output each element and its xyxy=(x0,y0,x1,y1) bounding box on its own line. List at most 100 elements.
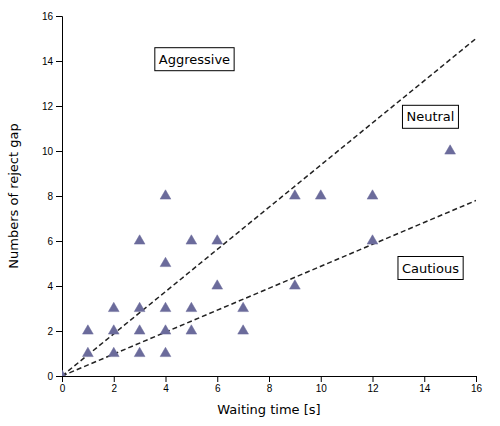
annotation-box xyxy=(402,105,458,128)
tick: 16 xyxy=(471,376,483,394)
tick-mark xyxy=(269,376,270,382)
tick: 14 xyxy=(42,56,62,67)
point xyxy=(186,302,197,311)
tick-label: 2 xyxy=(111,383,117,394)
tick-label: 6 xyxy=(215,383,221,394)
tick-label: 12 xyxy=(42,101,54,112)
point xyxy=(83,325,94,334)
tick-label: 8 xyxy=(267,383,273,394)
tick: 4 xyxy=(163,376,169,394)
axis-line xyxy=(56,17,63,377)
x-axis-title: Waiting time [s] xyxy=(217,402,320,417)
tick-mark xyxy=(56,241,62,242)
line xyxy=(62,39,476,377)
point xyxy=(445,145,456,154)
tick-mark xyxy=(56,376,62,377)
tick: 10 xyxy=(316,376,328,394)
point xyxy=(367,190,378,199)
tick-mark xyxy=(166,376,167,382)
chart: 0 2 4 6 8 10 12 14 16 0 2 4 6 8 10 12 14 16 Aggressive Neut… xyxy=(0,0,500,426)
tick-label: 8 xyxy=(47,191,53,202)
point xyxy=(160,347,171,356)
tick-mark xyxy=(56,151,62,152)
tick: 6 xyxy=(47,236,62,247)
tick-mark xyxy=(56,196,62,197)
point xyxy=(290,190,301,199)
y-axis-title: Numbers of reject gap xyxy=(6,123,21,268)
annotation: Aggressive xyxy=(155,48,234,71)
tick-label: 6 xyxy=(47,236,53,247)
tick-label: 2 xyxy=(47,326,53,337)
annotation: Neutral xyxy=(402,105,458,128)
point xyxy=(212,235,223,244)
tick-mark xyxy=(56,286,62,287)
marks xyxy=(62,39,476,377)
point xyxy=(134,302,145,311)
tick: 8 xyxy=(47,191,62,202)
annotation-box xyxy=(155,48,234,71)
annotation: Cautious xyxy=(398,257,463,280)
tick: 2 xyxy=(47,326,62,337)
tick: 12 xyxy=(42,101,62,112)
tick: 0 xyxy=(60,376,66,394)
tick-mark xyxy=(217,376,218,382)
tick-label: 4 xyxy=(47,281,53,292)
tick-label: 16 xyxy=(471,383,483,394)
point xyxy=(134,347,145,356)
tick: 16 xyxy=(42,11,62,22)
annotation-text: Cautious xyxy=(402,261,459,276)
tick: 8 xyxy=(267,376,273,394)
tick-label: 4 xyxy=(163,383,169,394)
annotation-text: Aggressive xyxy=(159,52,230,67)
tick-label: 10 xyxy=(316,383,328,394)
point xyxy=(160,302,171,311)
axis-line xyxy=(63,377,477,383)
point xyxy=(186,235,197,244)
tick-label: 12 xyxy=(367,383,379,394)
tick-mark xyxy=(56,16,62,17)
annotation-box xyxy=(398,257,463,280)
point xyxy=(108,325,119,334)
point xyxy=(238,302,249,311)
tick-label: 10 xyxy=(42,146,54,157)
annotation-text: Neutral xyxy=(406,109,454,124)
tick-label: 16 xyxy=(42,11,54,22)
tick-mark xyxy=(476,376,477,382)
tick: 10 xyxy=(42,146,62,157)
tick-label: 0 xyxy=(47,371,53,382)
point xyxy=(212,280,223,289)
plot: 0 2 4 6 8 10 12 14 16 0 2 4 6 8 10 12 14 16 Aggressive Neut… xyxy=(42,11,483,394)
point xyxy=(108,302,119,311)
tick-label: 0 xyxy=(60,383,66,394)
tick: 6 xyxy=(215,376,221,394)
tick-mark xyxy=(56,331,62,332)
point xyxy=(367,235,378,244)
tick-mark xyxy=(56,106,62,107)
point xyxy=(290,280,301,289)
point xyxy=(83,347,94,356)
point xyxy=(160,190,171,199)
point xyxy=(160,257,171,266)
point xyxy=(315,190,326,199)
tick: 12 xyxy=(367,376,379,394)
point xyxy=(134,235,145,244)
point xyxy=(108,347,119,356)
point xyxy=(160,325,171,334)
tick: 14 xyxy=(419,376,431,394)
tick-mark xyxy=(424,376,425,382)
tick-mark xyxy=(321,376,322,382)
tick-label: 14 xyxy=(419,383,431,394)
annotations: Aggressive Neutral Cautious xyxy=(155,48,463,280)
point xyxy=(238,325,249,334)
y-axis: 0 2 4 6 8 10 12 14 16 xyxy=(42,11,63,382)
tick: 4 xyxy=(47,281,62,292)
point xyxy=(62,370,67,376)
tick-mark xyxy=(114,376,115,382)
point xyxy=(186,325,197,334)
point xyxy=(134,325,145,334)
tick: 2 xyxy=(111,376,117,394)
line xyxy=(62,201,476,377)
tick-mark xyxy=(373,376,374,382)
tick-label: 14 xyxy=(42,56,54,67)
tick-mark xyxy=(56,61,62,62)
